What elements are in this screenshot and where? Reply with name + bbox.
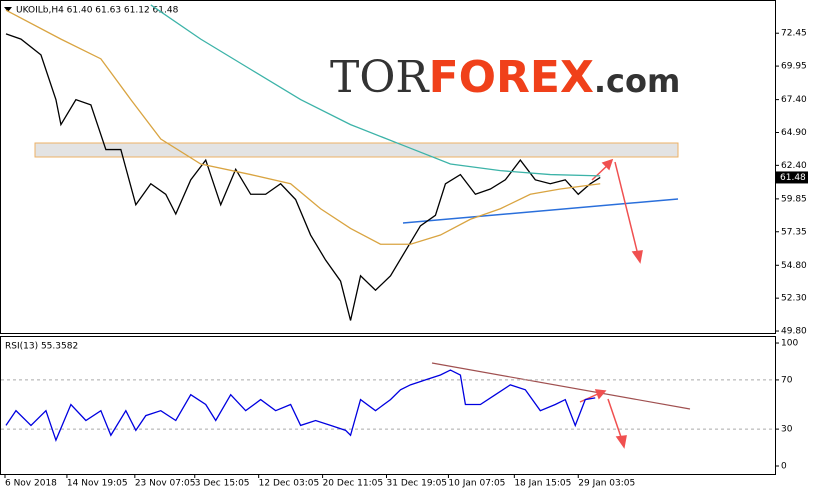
resistance-zone [34, 142, 679, 158]
arrows [579, 158, 643, 449]
y-tick-label: 100 [781, 339, 798, 349]
last-price-box [776, 171, 808, 184]
y-tick-label: 64.90 [781, 128, 807, 138]
y-tick-label: 30 [781, 425, 793, 435]
series-line [5, 33, 601, 321]
x-tick-label: 10 Jan 07:05 [448, 479, 505, 489]
rsi-frame [0, 336, 776, 475]
y-tick-label: 52.30 [781, 294, 807, 304]
logo-part: FOREX [429, 52, 594, 103]
y-tick-label: 72.45 [781, 29, 807, 39]
rsi-title: RSI(13) 55.3582 [5, 342, 78, 352]
y-tick-label: 62.40 [781, 161, 807, 171]
x-tick-label: 23 Nov 07:05 [135, 479, 196, 489]
logo-part: .com [594, 62, 680, 100]
y-tick-label: 49.80 [781, 327, 807, 337]
chart-title: UKOILb,H4 61.40 61.63 61.12 61.48 [16, 6, 179, 16]
y-tick-label: 70 [781, 375, 793, 385]
last-price-label: 61.48 [780, 173, 806, 183]
y-tick-label: 57.35 [781, 227, 807, 237]
trend-line [402, 198, 679, 224]
logo: TORFOREX.com [330, 52, 680, 103]
x-tick-label: 3 Dec 15:05 [195, 479, 250, 489]
menu-triangle [4, 7, 12, 12]
x-tick-label: 6 Nov 2018 [5, 479, 57, 489]
rsi-trend-line [431, 362, 691, 410]
series-line [5, 9, 601, 245]
y-tick-label: 69.95 [781, 62, 807, 72]
y-tick-label: 67.40 [781, 95, 807, 105]
x-tick-label: 20 Dec 11:05 [323, 479, 384, 489]
logo-part: TOR [330, 52, 430, 103]
x-tick-label: 18 Jan 15:05 [514, 479, 571, 489]
x-tick-label: 31 Dec 19:05 [387, 479, 448, 489]
x-tick-label: 14 Nov 19:05 [67, 479, 128, 489]
y-tick-label: 0 [781, 462, 787, 472]
series-line [150, 4, 601, 177]
y-tick-label: 59.85 [781, 194, 807, 204]
main-frame [0, 0, 776, 334]
logo-text: TORFOREX.com [330, 52, 680, 103]
x-tick-label: 29 Jan 03:05 [578, 479, 635, 489]
y-tick-label: 54.80 [781, 261, 807, 271]
x-tick-label: 12 Dec 03:05 [259, 479, 320, 489]
series-line [5, 369, 596, 443]
